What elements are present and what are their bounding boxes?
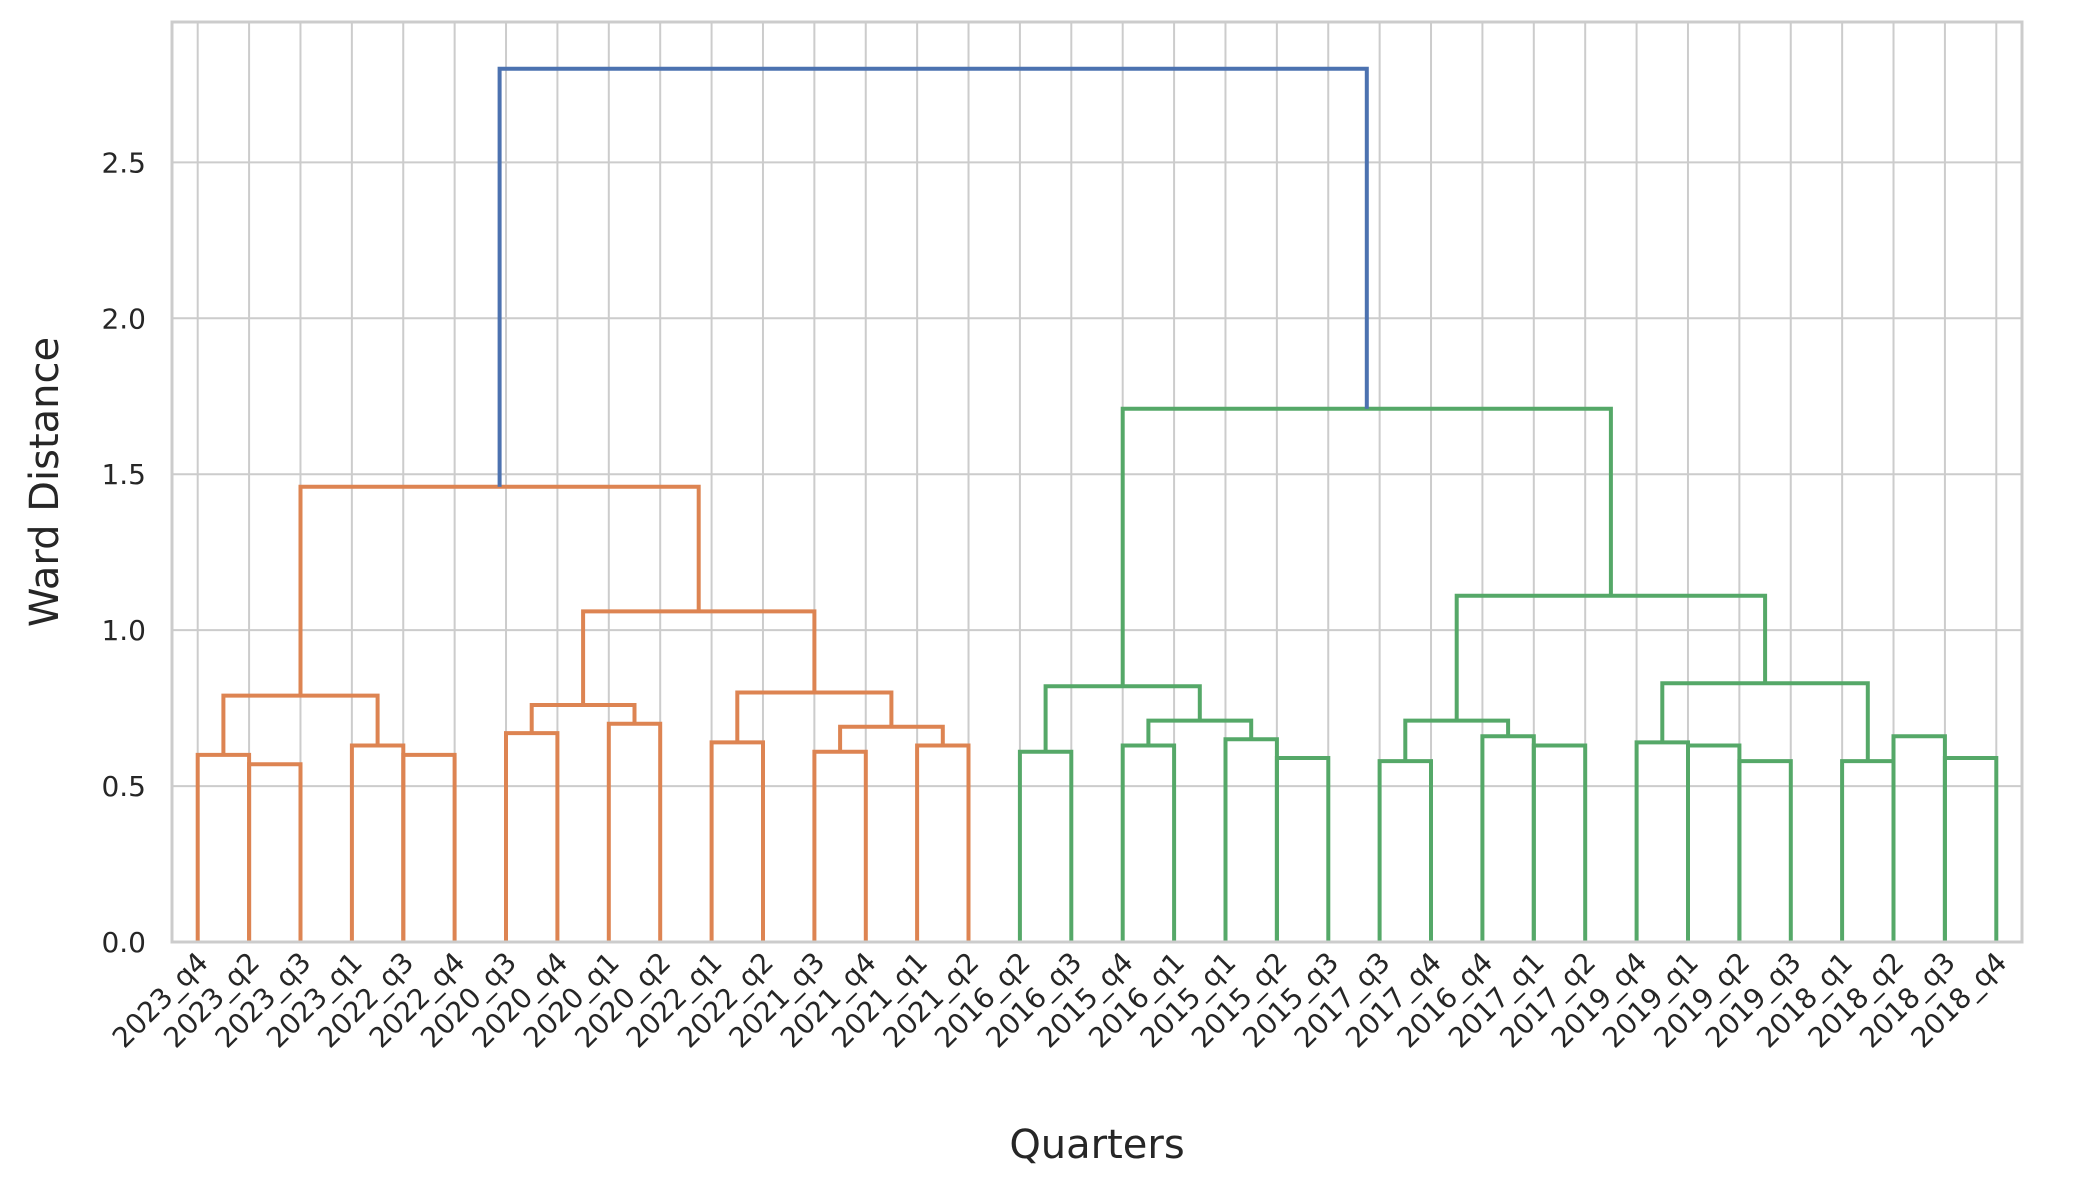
y-tick-label: 1.5 <box>101 458 146 491</box>
grid-lines <box>172 22 2022 943</box>
y-axis-label: Ward Distance <box>22 337 68 627</box>
y-tick-label: 0.5 <box>101 770 146 803</box>
y-tick-label: 2.0 <box>101 302 146 335</box>
y-tick-label: 2.5 <box>101 146 146 179</box>
dendrogram-link <box>195 752 252 942</box>
dendrogram-link <box>1531 743 1588 942</box>
dendrogram-link <box>1634 740 1690 942</box>
dendrogram-link <box>401 752 457 942</box>
dendrogram-link <box>1120 743 1177 942</box>
x-axis-label: Quarters <box>1009 1122 1184 1168</box>
dendrogram-link <box>247 762 303 942</box>
dendrogram-link <box>1942 756 1999 942</box>
dendrogram-link <box>838 724 945 752</box>
y-tick-labels: 0.0 0.5 1.0 1.5 2.0 2.5 <box>101 146 146 959</box>
dendrogram-link <box>1223 737 1279 942</box>
dendrogram-link <box>1146 718 1254 746</box>
dendrogram-link <box>1737 759 1793 942</box>
dendrogram-link <box>812 749 868 942</box>
dendrogram-link <box>1454 593 1768 721</box>
y-tick-label: 0.0 <box>101 926 146 959</box>
dendrogram-link <box>1377 759 1433 942</box>
dendrogram-links <box>195 66 1999 942</box>
dendrogram-link <box>1120 406 1613 687</box>
dendrogram-link <box>529 703 637 734</box>
dendrogram-link <box>1840 759 1896 942</box>
dendrogram-link <box>1274 756 1331 942</box>
dendrogram-link <box>915 743 971 942</box>
dendrogram-link <box>497 66 1369 487</box>
dendrogram-link <box>1891 734 1947 942</box>
dendrogram-link <box>298 484 701 696</box>
dendrogram-link <box>1480 734 1536 942</box>
dendrogram-link <box>709 740 765 942</box>
x-tick-labels: 2023_q42023_q22023_q32023_q12022_q32022_… <box>106 946 2013 1055</box>
dendrogram-link <box>1017 749 1074 942</box>
dendrogram-link <box>606 721 663 942</box>
dendrogram-link <box>1403 718 1511 762</box>
y-tick-label: 1.0 <box>101 614 146 647</box>
dendrogram-link <box>1686 743 1742 942</box>
dendrogram-link <box>349 743 406 942</box>
plot-frame <box>170 20 2024 944</box>
dendrogram-link <box>1660 681 1870 762</box>
dendrogram-link <box>504 731 560 942</box>
